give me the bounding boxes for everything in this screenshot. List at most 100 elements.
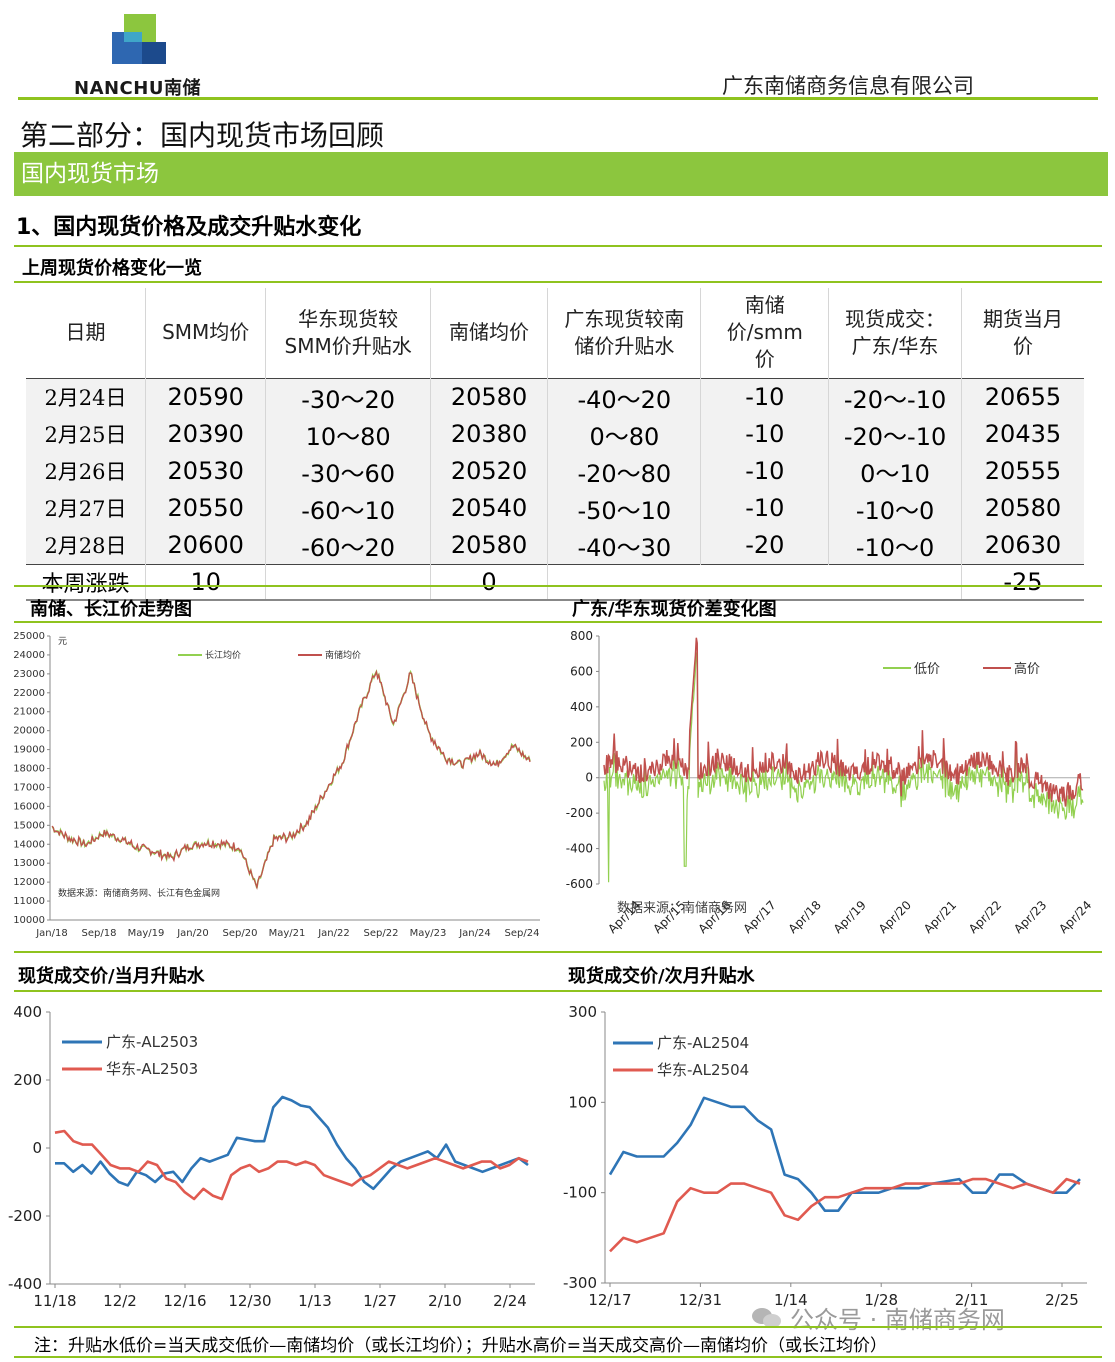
chart1-title: 南储、长江价走势图 [30, 599, 192, 620]
table-row: 2月27日 20550 -60～10 20540 -50～10 -10 -10～… [26, 489, 1084, 527]
source-note: 数据来源：南储商务网、长江有色金属网 [58, 887, 220, 899]
x-tick-label: 12/30 [228, 1292, 271, 1310]
company-name: 广东南储商务信息有限公司 [722, 74, 974, 98]
x-tick-label: 12/16 [163, 1292, 206, 1310]
x-tick-label: 11/18 [33, 1292, 76, 1310]
x-tick-label: 1/27 [363, 1292, 397, 1310]
x-tick-label: Sep/22 [364, 928, 399, 939]
y-tick-label: 20000 [13, 726, 45, 737]
price-table-wrap: 日期 SMM均价 华东现货较SMM价升贴水 南储均价 广东现货较南储价升贴水 南… [26, 288, 1084, 601]
table-cell: 20555 [961, 452, 1084, 490]
table-cell: 20630 [961, 526, 1084, 564]
table-cell: 2月28日 [26, 526, 146, 564]
x-tick-label: 2/11 [955, 1291, 989, 1309]
y-tick-label: 18000 [13, 764, 45, 775]
table-cell: 2月26日 [26, 452, 146, 490]
y-tick-label: 12000 [13, 877, 45, 888]
y-tick-label: 0 [32, 1139, 42, 1157]
legend-label: 南储均价 [325, 649, 361, 661]
chart4-container: 300 100 -100 -300 12/17 12/31 1/14 1/28 2/11 2/25… [555, 995, 1100, 1320]
series-line-1 [54, 1129, 529, 1201]
series-line-high [603, 637, 1084, 807]
logo-text: NANCHU南储 [74, 78, 201, 99]
x-tick-label: May/23 [410, 928, 447, 939]
table-cell: 0～10 [828, 452, 962, 490]
table-cell: 20435 [961, 415, 1084, 453]
table-cell: -20～80 [547, 452, 702, 490]
legend-label: 华东-AL2503 [106, 1060, 198, 1078]
watermark-text: 公众号 · 南储商务网 [790, 1306, 1005, 1334]
table-cell: -60～20 [265, 526, 431, 564]
table-cell: -30～20 [265, 378, 431, 416]
y-tick-label: 19000 [13, 745, 45, 756]
series-line-0 [55, 1095, 529, 1191]
logo-mark-icon [112, 14, 166, 64]
table-row: 2月26日 20530 -30～60 20520 -20～80 -10 0～10… [26, 452, 1084, 490]
price-table: 日期 SMM均价 华东现货较SMM价升贴水 南储均价 广东现货较南储价升贴水 南… [26, 288, 1084, 601]
y-tick-label: 200 [13, 1071, 42, 1089]
y-tick-label: 23000 [13, 669, 45, 680]
table-cell: 20520 [430, 452, 549, 490]
series-line-1 [609, 1177, 1081, 1253]
y-tick-label: -400 [566, 842, 593, 856]
unit-label: 元 [58, 637, 67, 647]
y-tick-label: 25000 [13, 631, 45, 642]
x-tick-label: 2/24 [493, 1292, 527, 1310]
y-tick-label: 11000 [13, 896, 45, 907]
section-subtitle: 1、国内现货价格及成交升贴水变化 [16, 215, 362, 240]
legend-label: 华东-AL2504 [657, 1061, 749, 1079]
y-tick-label: 400 [13, 1003, 42, 1021]
x-tick-label: Apr/22 [966, 898, 1004, 936]
y-tick-label: 0 [585, 771, 593, 785]
col-header: 南储均价 [430, 288, 549, 378]
table-cell: 2月27日 [26, 489, 146, 527]
x-tick-label: Sep/24 [505, 928, 540, 939]
table-cell: -60～10 [265, 489, 431, 527]
x-tick-label: Sep/18 [82, 928, 117, 939]
table-cell: 20550 [145, 489, 267, 527]
charts-top-divider [14, 585, 1102, 587]
summary-empty [265, 564, 431, 600]
col-header: SMM均价 [145, 288, 267, 378]
table-title: 上周现货价格变化一览 [22, 258, 202, 279]
x-tick-label: 12/17 [588, 1291, 631, 1309]
x-tick-label: Jan/18 [35, 928, 68, 939]
footnote: 注：升贴水低价=当天成交低价—南储均价（或长江均价）；升贴水高价=当天成交高价—… [34, 1336, 887, 1356]
y-tick-label: 17000 [13, 782, 45, 793]
subtitle-divider [14, 245, 1102, 247]
y-tick-label: 800 [570, 629, 593, 643]
x-tick-label: 12/2 [103, 1292, 137, 1310]
x-tick-label: Apr/20 [876, 898, 914, 936]
table-cell: 20590 [145, 378, 267, 416]
y-tick-label: 24000 [13, 650, 45, 661]
table-cell: 20580 [430, 526, 549, 564]
y-tick-label: 600 [570, 664, 593, 678]
table-cell: 2月25日 [26, 415, 146, 453]
y-tick-label: 400 [570, 700, 593, 714]
y-tick-label: -200 [8, 1207, 42, 1225]
table-cell: -10 [700, 452, 830, 490]
legend-label: 广东-AL2503 [106, 1033, 198, 1051]
table-header-row: 日期 SMM均价 华东现货较SMM价升贴水 南储均价 广东现货较南储价升贴水 南… [26, 288, 1084, 378]
table-cell: 2月24日 [26, 378, 146, 416]
x-tick-label: Jan/24 [458, 928, 491, 939]
x-tick-label: Apr/24 [1056, 898, 1094, 936]
col-header: 广东现货较南储价升贴水 [547, 288, 702, 378]
x-tick-label: 2/25 [1045, 1291, 1079, 1309]
series-line-0 [608, 1096, 1081, 1212]
table-cell: 0～80 [547, 415, 702, 453]
x-tick-label: May/21 [269, 928, 306, 939]
y-tick-label: 15000 [13, 820, 45, 831]
summary-label: 本周涨跌 [26, 564, 146, 600]
y-tick-label: 300 [568, 1003, 597, 1021]
table-cell: -20～-10 [828, 378, 962, 416]
summary-futures: -25 [1003, 567, 1043, 596]
y-tick-label: 21000 [13, 707, 45, 718]
table-row: 2月24日 20590 -30～20 20580 -40～20 -10 -20～… [26, 378, 1084, 416]
x-tick-label: 1/13 [298, 1292, 332, 1310]
table-cell: 10～80 [265, 415, 431, 453]
logo [104, 12, 174, 68]
table-cell: 20540 [430, 489, 549, 527]
x-tick-label: Apr/18 [786, 898, 824, 936]
table-cell: 20600 [145, 526, 267, 564]
